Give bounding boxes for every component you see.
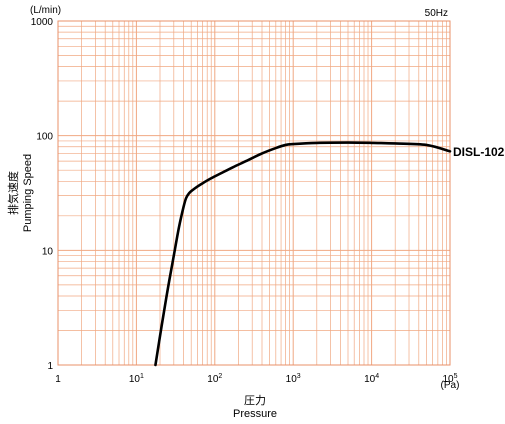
x-tick-label: 103 [286, 373, 301, 385]
y-unit-label: (L/min) [30, 5, 61, 16]
y-tick-label: 10 [42, 246, 54, 257]
x-tick-label: 104 [364, 373, 379, 385]
y-tick-label: 1000 [31, 17, 54, 28]
frequency-note: 50Hz [425, 8, 448, 19]
x-tick-label: 101 [129, 373, 144, 385]
series-line-disl-102 [154, 141, 452, 367]
x-tick-label: 102 [207, 373, 222, 385]
plot-frame [57, 20, 451, 366]
y-tick-label: 1 [47, 361, 53, 372]
x-axis-label-jp: 圧力 [244, 394, 266, 407]
y-tick-labels: 1 10 100 1000 [31, 17, 54, 372]
series-label: DISL-102 [453, 145, 505, 159]
y-tick-label: 100 [36, 132, 53, 143]
y-axis-label-en: Pumping Speed [22, 154, 34, 232]
curve-layer [154, 141, 452, 367]
x-tick-labels: 1 101 102 103 104 105 [55, 373, 457, 385]
x-tick-label: 1 [55, 374, 61, 385]
grid [57, 21, 450, 366]
y-axis-label-jp: 排気速度 [6, 171, 20, 215]
x-unit-label: (Pa) [441, 380, 460, 391]
x-axis-label-en: Pressure [233, 408, 277, 420]
